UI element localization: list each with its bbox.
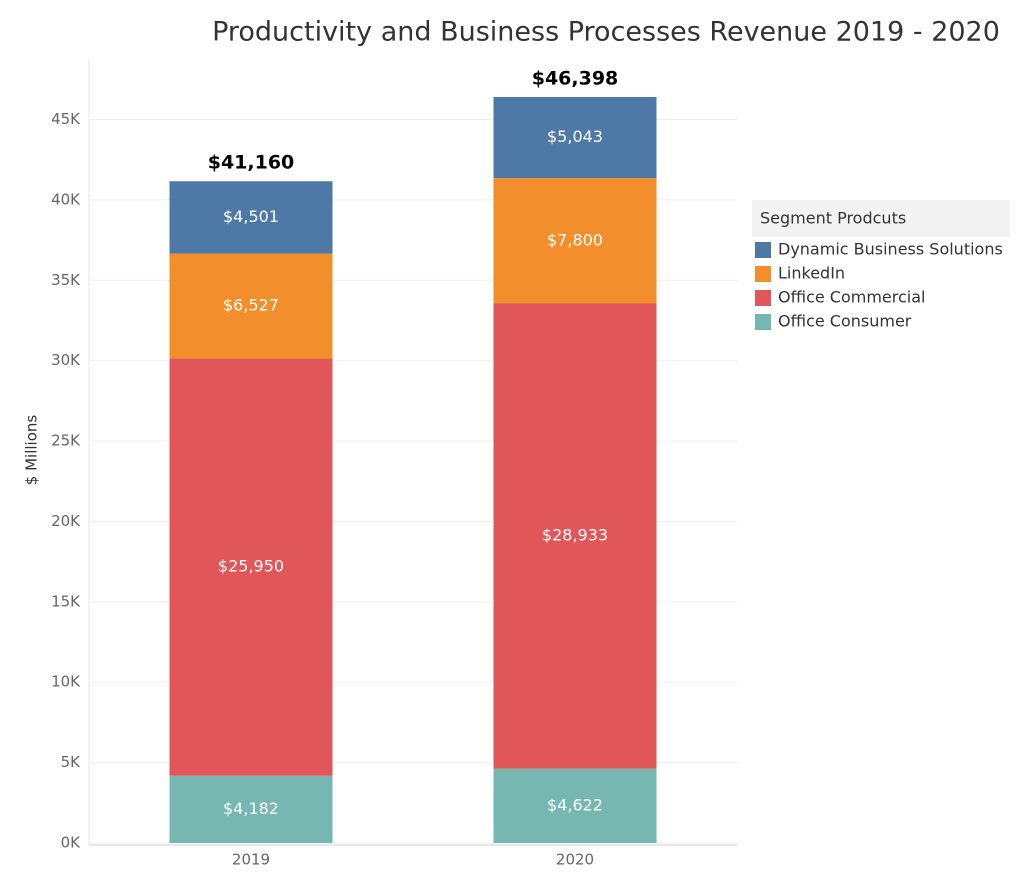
chart-title: Productivity and Business Processes Reve… [212,17,1000,48]
legend-swatch [755,242,771,258]
y-tick-label: 30K [51,351,81,369]
value-label: $5,043 [547,127,603,146]
bar-segment [169,181,333,254]
value-label: $6,527 [223,296,279,315]
y-tick-label: 5K [61,753,82,771]
value-label: $7,800 [547,230,603,249]
value-label: $4,182 [223,799,279,818]
legend-label: LinkedIn [778,264,845,283]
y-axis-label: $ Millions [23,415,41,486]
total-label: $46,398 [532,68,619,90]
value-label: $25,950 [218,557,284,576]
y-tick-label: 35K [51,271,81,289]
value-label: $4,622 [547,795,603,814]
y-tick-label: 0K [61,834,82,852]
legend-swatch [755,314,771,330]
bar-segment [169,253,333,359]
value-label: $4,501 [223,207,279,226]
value-label: $28,933 [542,526,608,545]
y-tick-label: 40K [51,190,81,208]
y-tick-label: 20K [51,512,81,530]
legend-header [752,200,1010,237]
bar-segment [169,775,333,843]
total-label: $41,160 [208,152,295,174]
legend-label: Office Consumer [778,312,912,331]
x-tick-label: 2019 [232,851,270,869]
y-tick-label: 45K [51,110,81,128]
y-tick-label: 15K [51,592,81,610]
bar-segment [493,303,657,769]
y-tick-label: 10K [51,673,81,691]
legend-label: Office Commercial [778,288,925,307]
y-tick-label: 25K [51,432,81,450]
bar-segment [493,768,657,843]
bar-segment [493,178,657,304]
bar-segment [493,97,657,179]
x-tick-label: 2020 [556,851,594,869]
legend-label: Dynamic Business Solutions [778,240,1003,259]
legend-swatch [755,290,771,306]
legend-title: Segment Prodcuts [760,209,906,228]
legend-swatch [755,266,771,282]
bar-segment [169,358,333,776]
